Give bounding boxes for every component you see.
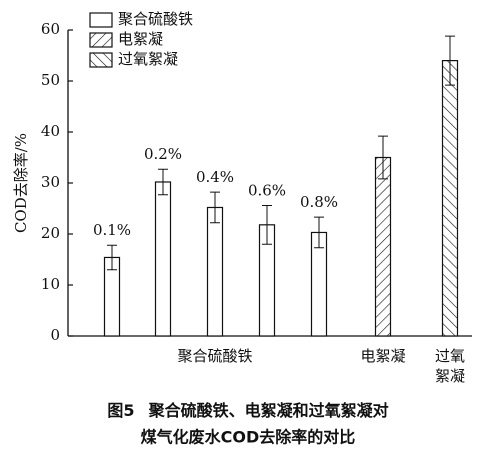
legend-label: 过氧絮凝 [118, 50, 178, 68]
y-tick-label: 40 [41, 122, 60, 140]
bar-label: 0.6% [248, 181, 286, 199]
caption-label: 图5 [107, 401, 134, 420]
y-tick-label: 10 [41, 275, 60, 293]
x-group-label: 过氧 [435, 347, 465, 365]
caption-line: 煤气化废水COD去除率的对比 [141, 428, 356, 447]
error-bar [107, 244, 117, 271]
legend-swatch [89, 12, 113, 28]
bar [154, 181, 172, 337]
error-bar [314, 216, 324, 249]
legend-swatch [89, 32, 113, 48]
bar [374, 156, 392, 337]
legend-label: 聚合硫酸铁 [118, 10, 193, 28]
y-axis-label: COD去除率/% [12, 133, 30, 233]
x-group-label: 聚合硫酸铁 [177, 347, 252, 365]
y-tick-label: 30 [41, 173, 60, 191]
bar-label: 0.2% [144, 145, 182, 163]
bar [441, 59, 459, 337]
error-bar [445, 35, 455, 86]
y-tick-label: 60 [41, 20, 60, 38]
bar-label: 0.1% [93, 221, 131, 239]
error-bar [378, 135, 388, 180]
error-bar [210, 191, 220, 224]
caption-line: 聚合硫酸铁、电絮凝和过氧絮凝对 [148, 401, 389, 420]
error-bar [158, 168, 168, 196]
y-tick-label: 20 [41, 224, 60, 242]
bar-label: 0.8% [300, 193, 338, 211]
legend-label: 电絮凝 [118, 30, 163, 48]
y-tick-label: 0 [50, 326, 60, 344]
bar [206, 206, 224, 337]
x-group-label: 絮凝 [435, 367, 465, 385]
x-group-label: 电絮凝 [360, 347, 405, 365]
y-tick-label: 50 [41, 71, 60, 89]
bar-label: 0.4% [196, 168, 234, 186]
caption: 图5 聚合硫酸铁、电絮凝和过氧絮凝对 [107, 401, 388, 420]
error-bar [262, 204, 272, 245]
legend-swatch [89, 52, 113, 68]
